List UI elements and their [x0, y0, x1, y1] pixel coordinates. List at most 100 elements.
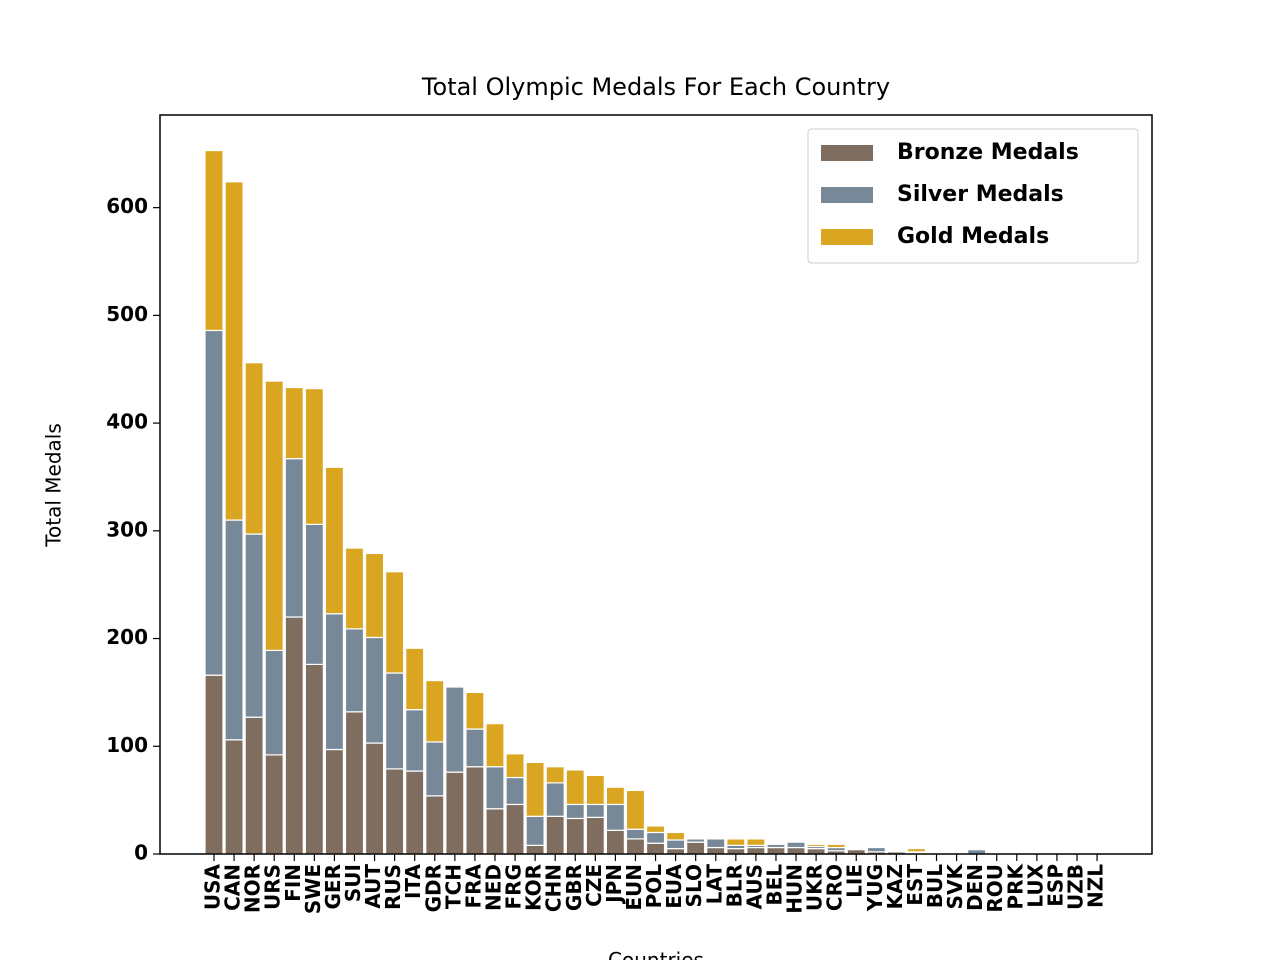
legend: Bronze Medals Silver Medals Gold Medals	[807, 128, 1139, 264]
x-tick-label: PRK	[1003, 863, 1027, 910]
x-tick-label: BEL	[762, 864, 786, 906]
bar-segment	[364, 742, 385, 855]
bar-segment	[826, 843, 846, 849]
x-tick-label: SUI	[341, 864, 365, 902]
x-tick-label: UKR	[803, 864, 827, 911]
bar-segment	[605, 803, 626, 831]
bar-segment	[525, 761, 545, 817]
y-tick-label: 0	[134, 841, 148, 865]
y-tick-label: 400	[106, 410, 148, 434]
x-tick-label: RUS	[381, 864, 405, 910]
bar-segment	[585, 803, 605, 818]
bar-segment	[224, 519, 244, 741]
bar-segment	[385, 571, 405, 674]
x-tick-label: DEN	[963, 864, 987, 911]
bar-segment	[304, 663, 324, 855]
plot-area: 0 100 200 300 400 500 600 USACANNORURSFINSWEGER…	[106, 149, 1108, 914]
bar-segment	[224, 181, 244, 521]
y-axis-label: Total Medals	[42, 423, 66, 548]
bar-segment	[726, 848, 746, 855]
bar-segment	[686, 837, 706, 840]
bar-segment	[605, 786, 626, 806]
bar-segment	[545, 766, 565, 784]
x-tick-label: SWE	[301, 864, 325, 914]
x-tick-label: BUL	[923, 864, 947, 908]
bar-segment	[264, 649, 284, 756]
x-tick-label: USA	[201, 863, 225, 910]
x-tick-label: CZE	[582, 864, 606, 907]
bar-segment	[766, 846, 786, 855]
bar-segment	[886, 849, 906, 852]
bar-segment	[545, 815, 565, 855]
bar-segment	[485, 766, 505, 810]
bar-segment	[806, 843, 826, 848]
x-tick-label: URS	[261, 864, 285, 910]
bar-segment	[344, 711, 365, 855]
bar-segment	[645, 831, 666, 844]
bar-segment	[445, 771, 465, 855]
x-tick-label: ESP	[1043, 864, 1067, 907]
bar-segment	[645, 842, 666, 855]
y-tick-label: 500	[106, 302, 148, 326]
x-tick-label: NED	[481, 864, 505, 911]
bar-segment	[666, 839, 686, 850]
bar-segment	[625, 838, 646, 855]
x-tick-label: FRG	[502, 864, 526, 909]
bar-segment	[324, 748, 345, 855]
bar-segment	[385, 672, 405, 770]
legend-label: Gold Medals	[897, 224, 1049, 249]
bar-segment	[324, 466, 345, 615]
bar-segment	[565, 769, 585, 806]
x-axis-label: Countries	[608, 948, 704, 960]
bar-segment	[625, 828, 646, 840]
x-tick-label: LAT	[702, 864, 726, 905]
y-tick-label: 200	[106, 625, 148, 649]
x-tick-label: BLR	[722, 864, 746, 907]
legend-label: Silver Medals	[897, 182, 1064, 207]
x-tick-label: NZL	[1084, 864, 1108, 908]
x-tick-label: ROU	[983, 864, 1007, 913]
x-tick-label: CRO	[823, 864, 847, 911]
x-tick-label: YUG	[863, 864, 887, 912]
bar-segment	[405, 647, 425, 711]
bar-segment	[645, 825, 666, 834]
x-tick-label: EUA	[662, 863, 686, 908]
bar-segment	[766, 843, 786, 849]
bar-segment	[244, 362, 264, 535]
x-tick-label: EST	[903, 864, 927, 906]
bar-segment	[706, 838, 726, 849]
bar-segment	[505, 776, 525, 806]
x-tick-label: GBR	[562, 864, 586, 911]
bar-segment	[244, 716, 264, 855]
bar-segment	[284, 458, 304, 618]
y-tick-label: 600	[106, 194, 148, 218]
bar-segment	[284, 616, 304, 855]
x-tick-label: KOR	[522, 864, 546, 911]
bar-segment	[204, 329, 224, 676]
x-tick-label: KAZ	[883, 864, 907, 909]
bar-segment	[304, 523, 324, 666]
bar-segment	[204, 149, 224, 332]
x-tick-label: SLO	[682, 864, 706, 907]
bar-segment	[545, 782, 565, 817]
bar-segment	[364, 552, 385, 639]
x-tick-label: POL	[642, 864, 666, 909]
bar-segment	[224, 739, 244, 855]
bar-segment	[304, 388, 324, 525]
chart-title: Total Olympic Medals For Each Country	[421, 73, 890, 101]
bar-segment	[364, 636, 385, 744]
x-tick-label: ITA	[401, 863, 425, 899]
bar-segment	[505, 803, 525, 855]
x-tick-label: FIN	[281, 864, 305, 902]
x-tick-label: GER	[321, 864, 345, 909]
x-tick-label: GDR	[421, 864, 445, 912]
bar-segment	[946, 851, 967, 854]
bar-segment	[425, 679, 445, 743]
bar-segment	[706, 846, 726, 855]
bar-segment	[585, 774, 605, 806]
legend-swatch	[821, 145, 873, 161]
bar-segment	[666, 831, 686, 841]
bar-segment	[405, 709, 425, 772]
x-tick-label: CAN	[221, 864, 245, 911]
